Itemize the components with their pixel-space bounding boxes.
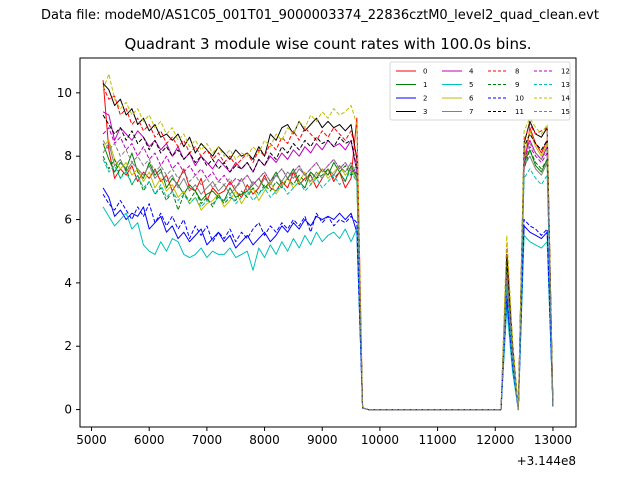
legend-label-2: 2 xyxy=(423,95,427,103)
legend-label-14: 14 xyxy=(561,95,570,103)
y-tick-label: 6 xyxy=(64,213,72,227)
series-line-6 xyxy=(102,130,554,411)
axes-frame xyxy=(79,57,577,428)
legend-label-1: 1 xyxy=(423,81,427,89)
x-tick-label: 8000 xyxy=(249,433,280,447)
figure-suptitle: Data file: modeM0/AS1C05_001T01_90000033… xyxy=(41,8,599,23)
legend-box xyxy=(389,61,571,121)
y-tick-label: 4 xyxy=(64,276,72,290)
legend-label-7: 7 xyxy=(469,108,473,116)
x-tick-label: 6000 xyxy=(134,433,165,447)
y-tick-label: 0 xyxy=(64,403,72,417)
x-offset-label: +3.144e8 xyxy=(517,454,576,468)
series-line-5 xyxy=(102,206,554,411)
series-line-2 xyxy=(102,187,554,411)
legend-label-8: 8 xyxy=(515,68,519,76)
y-axis: 0 2 4 6 8 10 xyxy=(57,86,80,417)
series-line-10 xyxy=(102,193,554,411)
legend-label-9: 9 xyxy=(515,81,519,89)
legend-label-13: 13 xyxy=(561,81,570,89)
y-tick-label: 2 xyxy=(64,339,72,353)
series-line-0 xyxy=(102,80,554,411)
legend-label-3: 3 xyxy=(423,108,427,116)
legend-label-10: 10 xyxy=(515,95,524,103)
legend-label-5: 5 xyxy=(469,81,473,89)
plot-lines xyxy=(102,73,554,411)
y-tick-label: 10 xyxy=(57,86,72,100)
series-line-7 xyxy=(102,143,554,411)
series-line-3 xyxy=(102,83,554,411)
legend-label-11: 11 xyxy=(515,108,524,116)
chart-title: Quadrant 3 module wise count rates with … xyxy=(124,35,532,53)
series-line-13 xyxy=(102,159,554,411)
x-tick-label: 11000 xyxy=(418,433,456,447)
series-line-9 xyxy=(102,149,554,411)
series-line-1 xyxy=(102,143,554,411)
x-tick-label: 10000 xyxy=(361,433,399,447)
x-tick-label: 7000 xyxy=(192,433,223,447)
legend-label-4: 4 xyxy=(469,68,474,76)
series-line-8 xyxy=(102,86,554,411)
series-line-15 xyxy=(102,140,554,411)
x-tick-label: 9000 xyxy=(307,433,338,447)
x-tick-label: 5000 xyxy=(76,433,107,447)
legend-label-0: 0 xyxy=(423,68,427,76)
x-tick-label: 13000 xyxy=(534,433,572,447)
series-line-11 xyxy=(102,114,554,411)
series-line-4 xyxy=(102,111,554,411)
legend-label-15: 15 xyxy=(561,108,570,116)
legend-label-6: 6 xyxy=(469,95,474,103)
legend-label-12: 12 xyxy=(561,68,570,76)
y-tick-label: 8 xyxy=(64,149,72,163)
x-tick-label: 12000 xyxy=(476,433,514,447)
x-axis: 5000 6000 7000 8000 9000 10000 11000 12000 13000 xyxy=(76,427,572,447)
